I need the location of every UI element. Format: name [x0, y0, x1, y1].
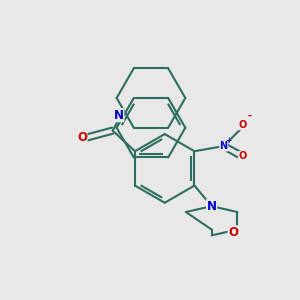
Text: O: O — [77, 131, 87, 144]
Text: O: O — [238, 120, 247, 130]
Text: N: N — [207, 200, 217, 213]
Text: N: N — [220, 141, 228, 151]
Text: +: + — [225, 136, 231, 145]
Text: O: O — [238, 152, 247, 161]
Text: N: N — [114, 109, 124, 122]
Text: O: O — [228, 226, 238, 239]
Text: -: - — [248, 111, 251, 121]
